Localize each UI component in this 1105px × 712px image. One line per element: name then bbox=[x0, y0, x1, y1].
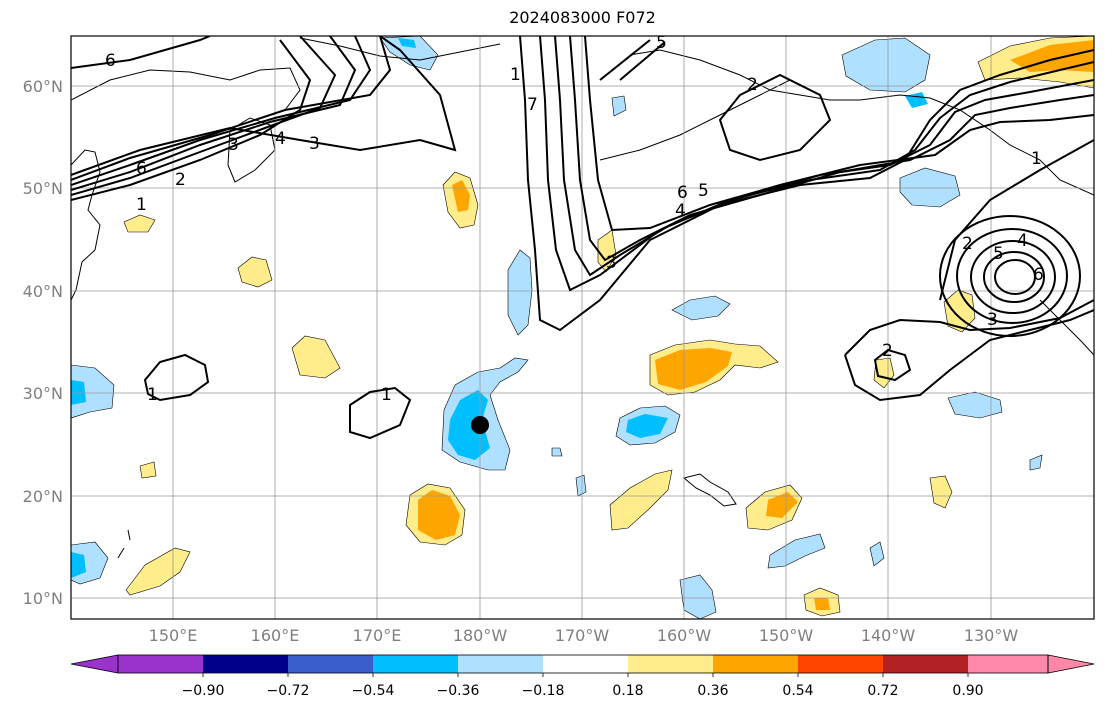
plot-border bbox=[70, 35, 1095, 620]
colorbar-tick-label: −0.72 bbox=[266, 683, 310, 699]
lon-label: 180°W bbox=[452, 626, 508, 645]
contour-label: 5 bbox=[698, 181, 709, 201]
contour-label: 3 bbox=[987, 310, 998, 330]
contour-label: 3 bbox=[228, 135, 239, 155]
colorbar-tick-label: −0.54 bbox=[351, 683, 395, 699]
colorbar-tick-label: 0.54 bbox=[782, 683, 814, 699]
colorbar-tick-label: 0.90 bbox=[952, 683, 984, 699]
contour-label-group: 6 6 4 3 3 2 1 1 7 5 6 4 5 3 2 1 2 5 4 6 … bbox=[105, 33, 1044, 405]
contour-label: 6 bbox=[136, 159, 147, 179]
graticule bbox=[71, 36, 1094, 619]
map-title: 2024083000 F072 bbox=[509, 8, 656, 27]
contour-label: 2 bbox=[747, 75, 758, 95]
contour-label: 1 bbox=[510, 65, 521, 85]
contour-label: 3 bbox=[309, 134, 320, 154]
storm-center-marker bbox=[471, 416, 489, 434]
lon-label: 170°W bbox=[554, 626, 610, 645]
colorbar-tick-label: 0.36 bbox=[697, 683, 729, 699]
lon-label: 150°E bbox=[148, 626, 198, 645]
plot-area bbox=[71, 36, 1094, 619]
lon-label: 160°E bbox=[250, 626, 300, 645]
coastlines bbox=[71, 37, 1094, 559]
contour-label: 1 bbox=[381, 385, 392, 405]
lat-label: 50°N bbox=[22, 179, 63, 198]
contour-label: 2 bbox=[882, 341, 893, 361]
lat-label: 30°N bbox=[22, 384, 63, 403]
contour-label: 3 bbox=[606, 253, 617, 273]
colorbar-tick-label: −0.90 bbox=[181, 683, 225, 699]
colorbar-tick-label: 0.72 bbox=[867, 683, 899, 699]
lat-label: 40°N bbox=[22, 282, 63, 301]
contour-label: 5 bbox=[993, 244, 1004, 264]
contour-label: 1 bbox=[136, 195, 147, 215]
contours bbox=[71, 36, 1094, 440]
contour-label: 4 bbox=[1017, 231, 1028, 251]
lon-label: 130°W bbox=[963, 626, 1019, 645]
contour-label: 6 bbox=[105, 51, 116, 71]
contour-label: 1 bbox=[147, 385, 158, 405]
contour-label: 2 bbox=[175, 170, 186, 190]
lon-label: 140°W bbox=[860, 626, 916, 645]
lat-label: 60°N bbox=[22, 77, 63, 96]
contour-label: 6 bbox=[677, 183, 688, 203]
contour-label: 4 bbox=[275, 129, 286, 149]
contour-label: 6 bbox=[1033, 265, 1044, 285]
lat-label: 10°N bbox=[22, 589, 63, 608]
colorbar-tick-label: 0.18 bbox=[612, 683, 644, 699]
contour-label: 4 bbox=[675, 201, 686, 221]
contour-label: 2 bbox=[962, 234, 973, 254]
contour-label: 7 bbox=[527, 95, 538, 115]
colorbar-tick-label: −0.36 bbox=[436, 683, 480, 699]
contour-label: 5 bbox=[656, 33, 667, 53]
contour-label: 1 bbox=[1031, 149, 1042, 169]
lat-label: 20°N bbox=[22, 487, 63, 506]
lon-label: 160°W bbox=[656, 626, 712, 645]
lon-label: 150°W bbox=[758, 626, 814, 645]
lon-label: 170°E bbox=[352, 626, 402, 645]
shaded-anomalies bbox=[71, 36, 1094, 619]
colorbar bbox=[70, 654, 1095, 677]
colorbar-tick-label: −0.18 bbox=[521, 683, 565, 699]
